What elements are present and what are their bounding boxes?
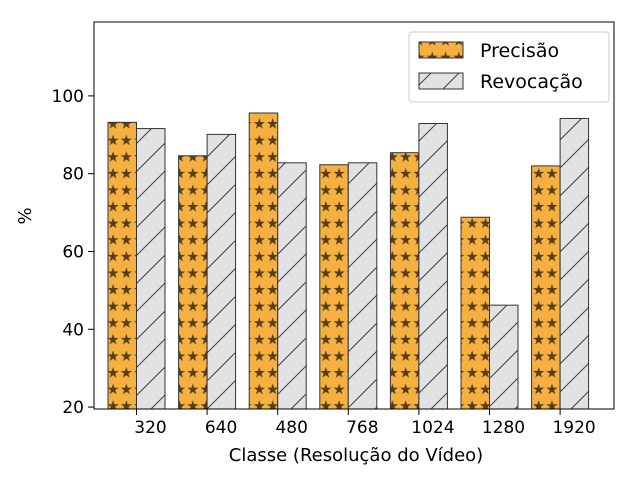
- x-tick-label-1024: 1024: [411, 418, 454, 438]
- bar-precisao-480: [248, 112, 279, 410]
- x-tick-label-1280: 1280: [482, 418, 525, 438]
- bar-precisao-1920: [531, 165, 561, 410]
- x-axis: 320 640 480 768 1024 1280 1920: [134, 409, 596, 438]
- x-tick-label-320: 320: [134, 418, 166, 438]
- x-tick-label-1920: 1920: [552, 418, 595, 438]
- legend-swatch-precisao: [418, 41, 464, 59]
- y-tick-label-100: 100: [52, 87, 84, 107]
- y-tick-label-20: 20: [62, 398, 84, 418]
- legend-swatch-revocacao: [418, 72, 464, 90]
- bar-precisao-320: [107, 121, 137, 410]
- bar-revocacao-1024: [418, 123, 448, 410]
- x-tick-label-480: 480: [275, 418, 307, 438]
- bar-precisao-1280: [460, 216, 490, 410]
- bar-revocacao-1920: [559, 117, 590, 410]
- y-tick-label-40: 40: [62, 320, 84, 340]
- plot-frame: [93, 21, 615, 410]
- bar-revocacao-480: [277, 162, 307, 410]
- bars-group: [107, 112, 590, 410]
- y-tick-label-80: 80: [62, 165, 84, 185]
- x-tick-label-640: 640: [205, 418, 237, 438]
- bar-precisao-768: [319, 164, 349, 410]
- bar-revocacao-768: [347, 162, 378, 410]
- legend-label-precisao: Precisão: [480, 40, 559, 62]
- bar-revocacao-640: [206, 133, 237, 410]
- x-tick-label-768: 768: [346, 418, 378, 438]
- y-tick-label-60: 60: [62, 242, 84, 262]
- y-axis: 20 40 60 80 100: [52, 87, 94, 418]
- y-axis-label: %: [15, 207, 36, 224]
- bar-revocacao-320: [136, 128, 166, 410]
- bar-precisao-1024: [389, 152, 420, 410]
- legend-label-revocacao: Revocação: [480, 71, 583, 93]
- legend: Precisão Revocação: [408, 31, 610, 103]
- x-axis-label: Classe (Resolução do Vídeo): [229, 445, 483, 466]
- bar-precisao-640: [178, 155, 208, 410]
- bar-revocacao-1280: [489, 304, 519, 410]
